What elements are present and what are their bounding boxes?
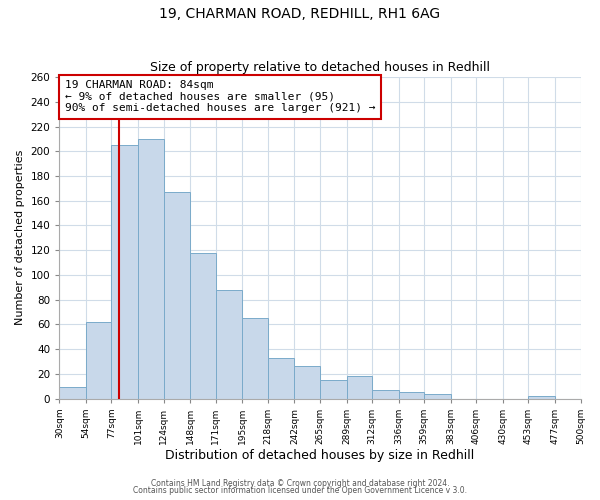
Text: 19 CHARMAN ROAD: 84sqm
← 9% of detached houses are smaller (95)
90% of semi-deta: 19 CHARMAN ROAD: 84sqm ← 9% of detached … (65, 80, 375, 114)
Text: 19, CHARMAN ROAD, REDHILL, RH1 6AG: 19, CHARMAN ROAD, REDHILL, RH1 6AG (160, 8, 440, 22)
Bar (320, 380, 347, 398)
Bar (242, 318, 268, 398)
Bar (372, 390, 398, 398)
Bar (268, 358, 295, 399)
Bar (112, 145, 138, 399)
Bar (86, 322, 112, 398)
Bar (138, 139, 164, 398)
Bar (215, 290, 242, 399)
Bar (529, 396, 555, 398)
Bar (295, 366, 320, 398)
Bar (398, 392, 424, 398)
Bar (164, 192, 190, 398)
Y-axis label: Number of detached properties: Number of detached properties (15, 150, 25, 326)
Bar (190, 252, 215, 398)
X-axis label: Distribution of detached houses by size in Redhill: Distribution of detached houses by size … (165, 450, 475, 462)
Bar (347, 376, 372, 398)
Text: Contains public sector information licensed under the Open Government Licence v : Contains public sector information licen… (133, 486, 467, 495)
Bar (424, 394, 451, 398)
Text: Contains HM Land Registry data © Crown copyright and database right 2024.: Contains HM Land Registry data © Crown c… (151, 478, 449, 488)
Title: Size of property relative to detached houses in Redhill: Size of property relative to detached ho… (150, 62, 490, 74)
Bar (59, 388, 86, 398)
